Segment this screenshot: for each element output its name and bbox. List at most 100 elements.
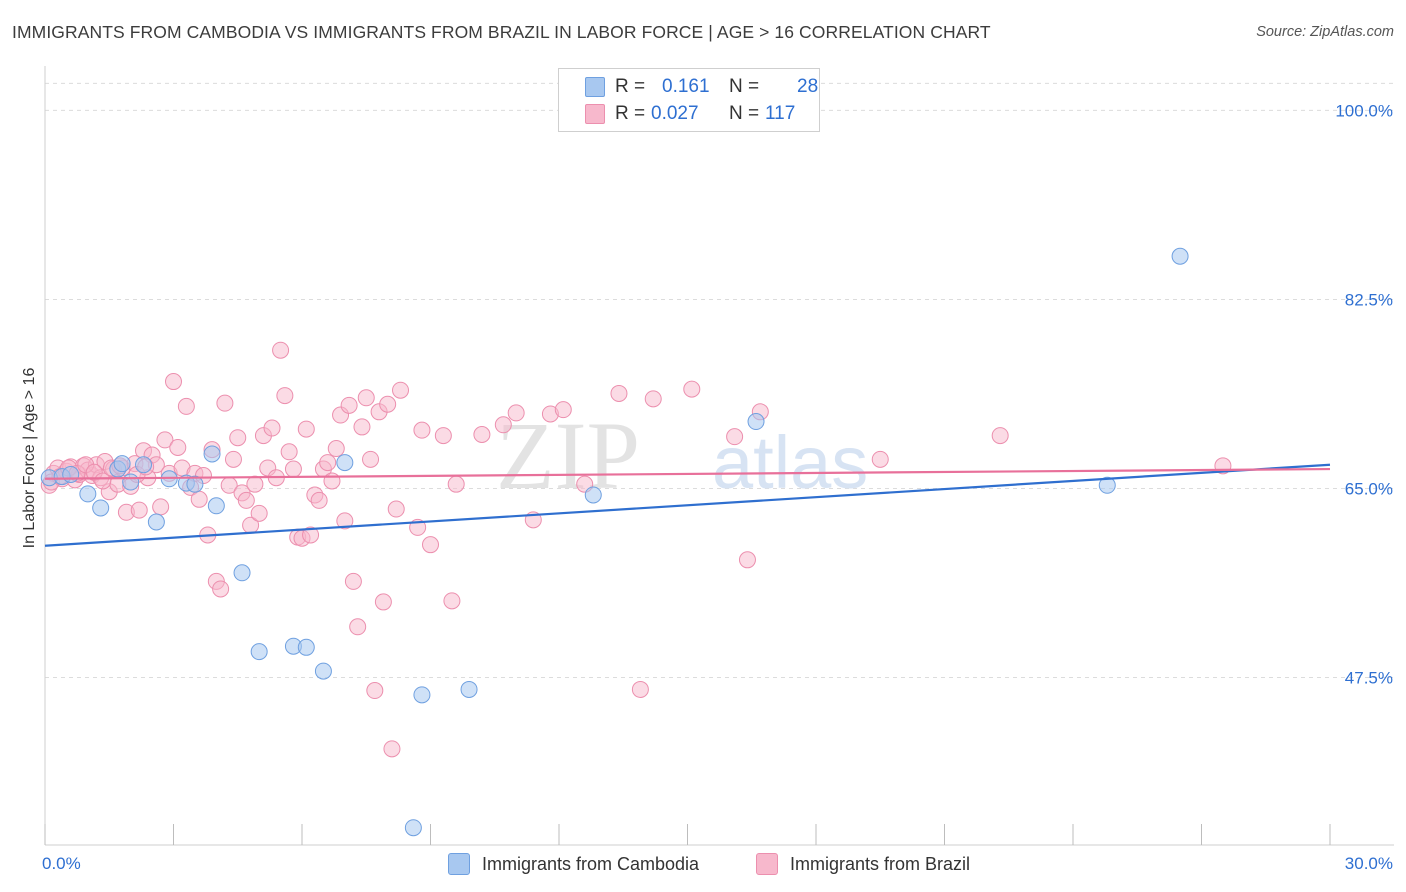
cambodia-point xyxy=(207,497,225,515)
legend-n-label: N = xyxy=(729,103,760,124)
cambodia-point xyxy=(113,455,131,473)
legend-item-brazil: Immigrants from Brazil xyxy=(756,852,970,876)
cambodia-points xyxy=(40,247,1189,837)
cambodia-point xyxy=(584,486,602,504)
y-tick-label: 47.5% xyxy=(1345,669,1393,688)
brazil-point xyxy=(494,416,512,434)
legend-label-cambodia: Immigrants from Cambodia xyxy=(482,853,700,874)
brazil-point xyxy=(443,592,461,610)
brazil-point xyxy=(212,580,230,598)
brazil-point xyxy=(169,438,187,456)
brazil-point xyxy=(336,512,354,530)
cambodia-point xyxy=(250,643,268,661)
brazil-point xyxy=(250,504,268,522)
source-credit: Source: ZipAtlas.com xyxy=(1256,24,1394,40)
legend-swatch-cambodia xyxy=(585,77,605,97)
cambodia-point xyxy=(62,465,80,483)
brazil-point xyxy=(340,396,358,414)
brazil-point xyxy=(871,450,889,468)
cambodia-point xyxy=(79,485,97,503)
cambodia-point xyxy=(203,445,221,463)
brazil-point xyxy=(297,420,315,438)
legend-r-value: 0.027 xyxy=(651,103,699,124)
cambodia-point xyxy=(135,456,153,474)
brazil-point xyxy=(644,390,662,408)
legend-n-label: N = xyxy=(729,76,760,97)
legend-n-value: 28 xyxy=(797,76,819,97)
cambodia-point xyxy=(747,413,765,431)
brazil-point xyxy=(246,475,264,493)
cambodia-point xyxy=(92,499,110,517)
cambodia-point xyxy=(122,473,140,491)
brazil-point xyxy=(507,404,525,422)
chart-title: IMMIGRANTS FROM CAMBODIA VS IMMIGRANTS F… xyxy=(12,22,991,42)
brazil-point xyxy=(319,454,337,472)
cambodia-point xyxy=(404,819,422,837)
brazil-point xyxy=(434,427,452,445)
brazil-point xyxy=(310,491,328,509)
legend-swatch-brazil xyxy=(756,853,778,875)
brazil-point xyxy=(554,401,572,419)
brazil-point xyxy=(413,421,431,439)
cambodia-point xyxy=(233,564,251,582)
brazil-point xyxy=(991,427,1009,445)
brazil-point xyxy=(392,381,410,399)
gridlines xyxy=(45,82,1394,679)
cambodia-point xyxy=(1171,247,1189,265)
brazil-point xyxy=(190,490,208,508)
correlation-legend: R = 0.161 N = 28 R = 0.027 N = 117 xyxy=(558,68,820,132)
legend-r-label: R = xyxy=(615,76,646,97)
cambodia-point xyxy=(336,454,354,472)
brazil-point xyxy=(272,341,290,359)
x-tick-label: 0.0% xyxy=(42,854,81,873)
brazil-point xyxy=(152,498,170,516)
brazil-point xyxy=(224,450,242,468)
brazil-point xyxy=(366,682,384,700)
cambodia-point xyxy=(147,513,165,531)
legend-swatch-cambodia xyxy=(448,853,470,875)
y-tick-label: 65.0% xyxy=(1345,480,1393,499)
y-tick-label: 82.5% xyxy=(1345,290,1393,309)
brazil-point xyxy=(387,500,405,518)
brazil-point xyxy=(263,419,281,437)
cambodia-point xyxy=(460,680,478,698)
brazil-point xyxy=(362,450,380,468)
brazil-point xyxy=(379,395,397,413)
brazil-point xyxy=(473,425,491,443)
cambodia-point xyxy=(186,475,204,493)
brazil-point xyxy=(374,593,392,611)
axes xyxy=(44,66,1394,846)
brazil-point xyxy=(302,526,320,544)
brazil-point xyxy=(327,440,345,458)
brazil-point xyxy=(610,384,628,402)
brazil-point xyxy=(383,740,401,758)
brazil-point xyxy=(349,618,367,636)
cambodia-point xyxy=(413,686,431,704)
cambodia-trend-line xyxy=(44,463,1331,547)
legend-r-value: 0.161 xyxy=(662,76,710,97)
brazil-point xyxy=(130,501,148,519)
brazil-point xyxy=(353,418,371,436)
cambodia-point xyxy=(314,662,332,680)
brazil-point xyxy=(94,472,112,490)
tick-labels: 100.0% 82.5% 65.0% 47.5% 0.0% 30.0% xyxy=(42,101,1393,873)
x-tick-label: 30.0% xyxy=(1345,854,1393,873)
trend-lines xyxy=(44,463,1331,547)
legend-item-cambodia: Immigrants from Cambodia xyxy=(448,852,699,876)
brazil-point xyxy=(447,475,465,493)
legend-n-value: 117 xyxy=(765,103,796,124)
brazil-point xyxy=(165,373,182,391)
brazil-point xyxy=(422,536,439,554)
cambodia-point xyxy=(297,638,315,656)
brazil-point xyxy=(683,380,701,398)
brazil-point xyxy=(726,428,744,446)
brazil-point xyxy=(357,389,375,407)
brazil-point xyxy=(216,394,234,412)
legend-swatch-brazil xyxy=(585,104,605,124)
y-tick-label: 100.0% xyxy=(1335,101,1393,120)
brazil-point xyxy=(276,387,294,405)
brazil-point xyxy=(229,429,247,447)
cambodia-point xyxy=(1098,476,1116,494)
brazil-point xyxy=(237,491,255,509)
